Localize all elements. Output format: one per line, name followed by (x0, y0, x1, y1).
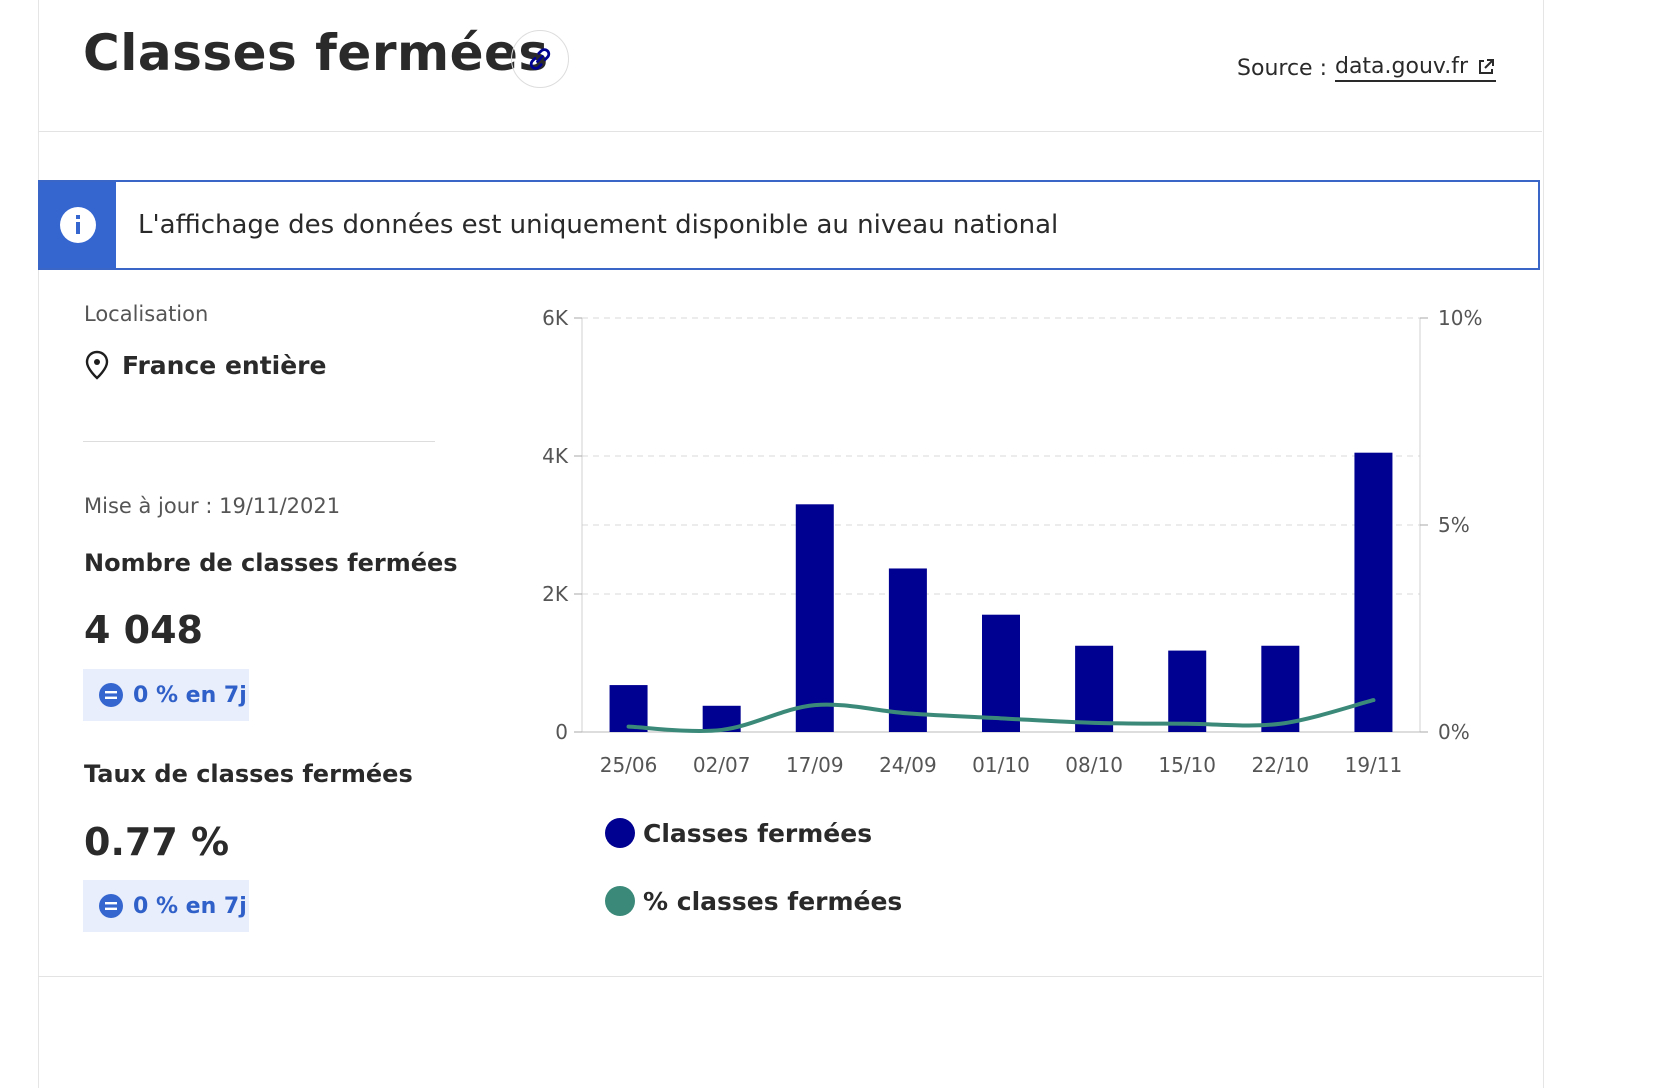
legend-item-line[interactable]: % classes fermées (605, 886, 902, 916)
location-label: Localisation (84, 302, 208, 326)
bar (796, 504, 834, 732)
copy-link-button[interactable] (511, 30, 569, 88)
y-right-tick-label: 0% (1438, 720, 1470, 744)
legend-line-swatch (605, 886, 635, 916)
metric-rate-badge: 0 % en 7j (83, 880, 249, 932)
x-tick-label: 22/10 (1252, 753, 1310, 777)
sidebar-divider (83, 441, 435, 442)
bar (1075, 646, 1113, 732)
location-pin-icon (84, 350, 110, 380)
x-tick-label: 15/10 (1158, 753, 1216, 777)
metric-rate-change: 0 % en 7j (133, 894, 247, 919)
link-icon (525, 44, 555, 74)
source-link-text: data.gouv.fr (1335, 54, 1468, 79)
info-notice: L'affichage des données est uniquement d… (38, 180, 1540, 270)
x-tick-label: 25/06 (600, 753, 658, 777)
y-right-tick-label: 5% (1438, 513, 1470, 537)
x-tick-label: 08/10 (1065, 753, 1123, 777)
notice-icon-panel (40, 182, 116, 268)
metric-count-label: Nombre de classes fermées (84, 549, 458, 577)
location-value: France entière (122, 351, 326, 380)
bar (1261, 646, 1299, 732)
legend-item-bars[interactable]: Classes fermées (605, 818, 872, 848)
bar (1168, 651, 1206, 732)
metric-rate-value: 0.77 % (84, 820, 229, 864)
bar (889, 568, 927, 732)
y-left-tick-label: 0 (555, 720, 568, 744)
closed-classes-chart: 0 2K 4K 6K 0% 5% 10% 25/06 02/07 17/09 24/09 01/10 0… (520, 290, 1510, 800)
external-link-icon (1476, 57, 1496, 77)
info-icon (59, 206, 97, 244)
y-left-tick-label: 6K (542, 306, 569, 330)
x-tick-label: 19/11 (1345, 753, 1403, 777)
source-line: Source : data.gouv.fr (1237, 54, 1496, 82)
source-label: Source : (1237, 56, 1327, 81)
metric-count-badge: 0 % en 7j (83, 669, 249, 721)
source-link[interactable]: data.gouv.fr (1335, 54, 1496, 82)
x-tick-label: 01/10 (972, 753, 1030, 777)
equal-icon (99, 894, 123, 918)
y-left-tick-label: 2K (542, 582, 569, 606)
legend-line-label: % classes fermées (643, 887, 902, 916)
legend-bars-swatch (605, 818, 635, 848)
page-title: Classes fermées (83, 24, 549, 82)
location-selector: France entière (84, 350, 326, 380)
header-divider (38, 131, 1542, 132)
y-left-tick-label: 4K (542, 444, 569, 468)
y-right-tick-label: 10% (1438, 306, 1482, 330)
notice-text: L'affichage des données est uniquement d… (116, 210, 1058, 240)
x-tick-label: 02/07 (693, 753, 751, 777)
bar (1354, 453, 1392, 732)
metric-count-value: 4 048 (84, 608, 203, 652)
footer-divider (38, 976, 1542, 977)
equal-icon (99, 683, 123, 707)
update-date: Mise à jour : 19/11/2021 (84, 494, 340, 518)
bar (982, 615, 1020, 732)
x-tick-label: 17/09 (786, 753, 844, 777)
legend-bars-label: Classes fermées (643, 819, 872, 848)
metric-rate-label: Taux de classes fermées (84, 760, 413, 788)
x-tick-label: 24/09 (879, 753, 937, 777)
metric-count-change: 0 % en 7j (133, 683, 247, 708)
